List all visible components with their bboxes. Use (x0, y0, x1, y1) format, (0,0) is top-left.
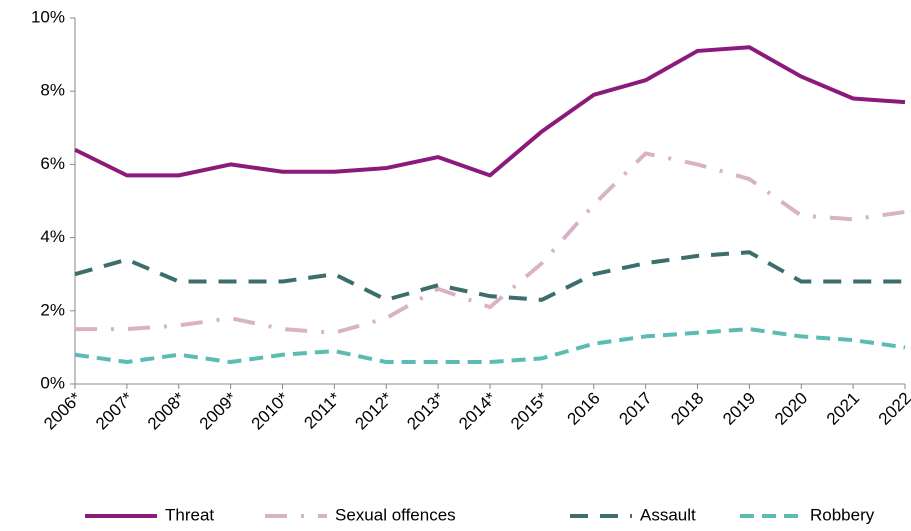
x-tick-label: 2015* (507, 388, 552, 433)
x-tick-label: 2014* (455, 388, 500, 433)
y-tick-label: 2% (40, 300, 65, 319)
x-tick-label: 2018 (667, 389, 707, 429)
x-tick-label: 2013* (403, 388, 448, 433)
x-tick-label: 2020 (771, 389, 811, 429)
y-tick-label: 8% (40, 81, 65, 100)
x-tick-label: 2007* (92, 388, 137, 433)
series-line (74, 45, 906, 178)
x-tick-label: 2019 (719, 389, 759, 429)
x-tick-label: 2010* (248, 388, 293, 433)
series-line (75, 151, 906, 335)
x-tick-label: 2008* (144, 388, 189, 433)
legend-label: Assault (640, 505, 696, 524)
x-tick-label: 2012* (351, 388, 396, 433)
legend-label: Robbery (810, 505, 875, 524)
y-tick-label: 4% (40, 227, 65, 246)
x-tick-label: 2011* (300, 388, 344, 432)
x-tick-label: 2016 (564, 389, 604, 429)
series-line (74, 250, 905, 302)
x-tick-label: 2006* (40, 388, 85, 433)
x-tick-label: 2009* (196, 388, 241, 433)
x-tick-label: 2017 (615, 389, 655, 429)
y-tick-label: 0% (40, 373, 65, 392)
x-tick-label: 2022 (875, 389, 911, 429)
x-tick-label: 2021 (823, 389, 863, 429)
legend-label: Threat (165, 505, 214, 524)
y-tick-label: 6% (40, 154, 65, 173)
y-tick-label: 10% (31, 7, 65, 26)
series-line (74, 327, 906, 365)
legend-label: Sexual offences (335, 505, 456, 524)
